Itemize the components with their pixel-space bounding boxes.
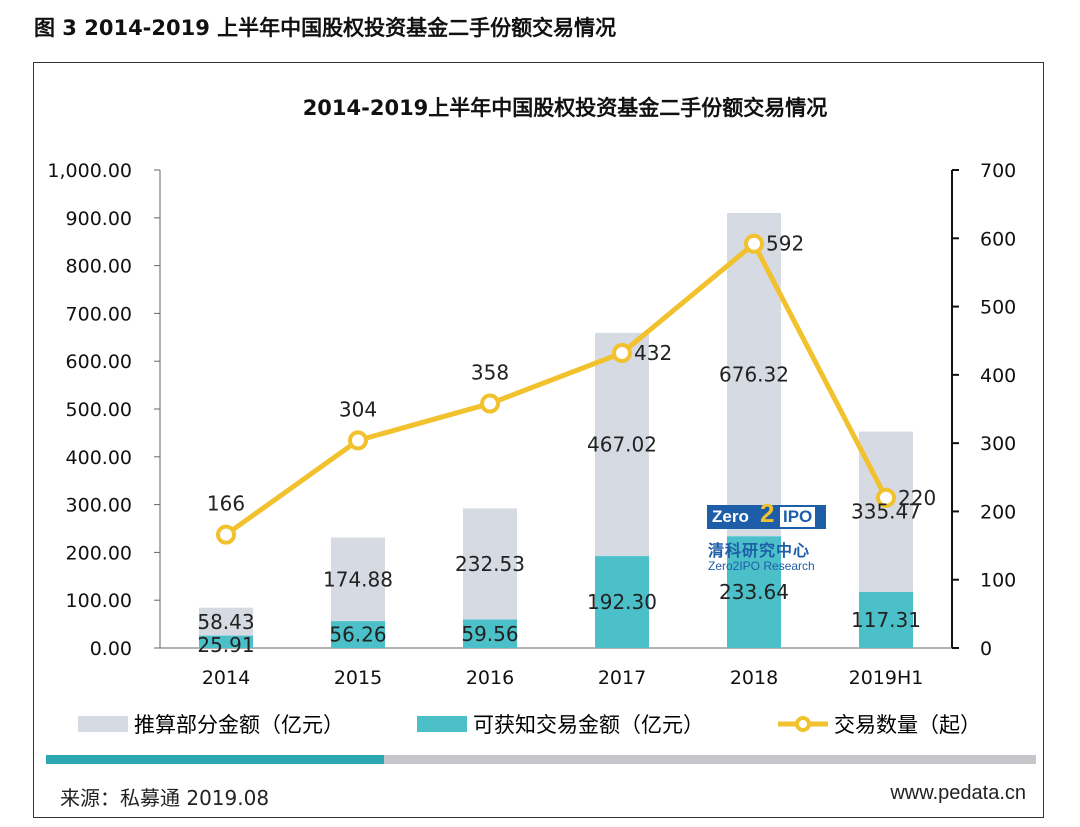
label-estimated: 676.32 [719,363,789,387]
x-tick-label: 2017 [598,667,646,689]
y-left-tick-label: 700.00 [66,303,132,325]
label-estimated: 335.47 [851,500,921,524]
zero2ipo-logo: Zero 2 IPO 清科研究中心 Zero2IPO Research [707,498,827,575]
bar-known [463,619,517,648]
y-right-tick-label: 100 [980,570,1016,592]
bar-estimated [199,607,253,636]
bar-estimated [331,537,385,622]
y-left-tick-label: 0.00 [90,638,132,660]
y-left-tick-label: 500.00 [66,399,132,421]
logo-badge-right: IPO [780,507,816,527]
bars [199,213,913,648]
logo-badge-mid: 2 [760,498,775,528]
legend-item-count: 交易数量（起） [778,709,981,739]
axes: 0.00 100.00 200.00 300.00 400.00 500.00 600.00… [47,160,1016,689]
legend-label-estimated: 推算部分金额（亿元） [134,713,344,737]
bar-known [595,556,649,648]
y-left-tick-label: 1,000.00 [47,160,132,182]
label-count: 166 [207,492,245,516]
legend-swatch-estimated [78,716,128,732]
source-note: 来源：私募通 2019.08 [60,786,270,810]
bar-estimated [463,508,517,620]
label-known: 233.64 [719,580,789,604]
bar-known [859,591,913,648]
legend-item-estimated: 推算部分金额（亿元） [78,709,344,739]
y-left-tick-label: 200.00 [66,542,132,564]
logo-badge: Zero 2 IPO [707,498,826,529]
x-tick-label: 2019H1 [849,667,924,689]
logo-name-en: Zero2IPO Research [708,559,815,573]
label-known: 192.30 [587,590,657,614]
count-line-path [224,241,889,537]
count-point [348,430,368,451]
y-right-tick-label: 700 [980,160,1016,182]
count-point [876,487,896,508]
bar-known [199,635,253,648]
legend-swatch-known [417,716,467,732]
legend-item-known: 可获知交易金额（亿元） [417,709,704,739]
y-left-tick-label: 400.00 [66,447,132,469]
legend-swatch-count [778,716,828,732]
count-point [744,233,764,254]
bar-estimated [595,332,649,557]
bar-estimated [727,213,781,537]
chart-frame [33,62,1044,818]
y-right-tick-label: 500 [980,297,1016,319]
count-line [216,233,896,545]
label-known: 25.91 [197,633,254,657]
x-tick-label: 2014 [202,667,250,689]
y-left-tick-label: 300.00 [66,495,132,517]
y-left-tick-label: 900.00 [66,208,132,230]
count-point [216,524,236,545]
label-known: 117.31 [851,608,921,632]
label-known: 59.56 [461,622,518,646]
y-right-tick-label: 300 [980,433,1016,455]
legend-label-count: 交易数量（起） [834,713,981,737]
legend-label-known: 可获知交易金额（亿元） [473,713,704,737]
footer-band-accent [46,755,384,764]
y-right-tick-label: 600 [980,228,1016,250]
x-tick-label: 2015 [334,667,382,689]
label-estimated: 467.02 [587,432,657,456]
label-count: 220 [898,486,936,510]
y-right-tick-label: 200 [980,501,1016,523]
label-count: 592 [766,232,804,256]
bar-known [331,621,385,648]
label-count: 432 [634,341,672,365]
y-right-tick-label: 0 [980,638,992,660]
y-left-tick-label: 600.00 [66,351,132,373]
y-right-tick-label: 400 [980,365,1016,387]
label-count: 304 [339,397,377,421]
label-estimated: 174.88 [323,567,393,591]
footer-band-gray [384,755,1036,764]
bar-known [727,536,781,648]
label-known: 56.26 [329,623,386,647]
y-left-tick-label: 800.00 [66,256,132,278]
label-estimated: 232.53 [455,552,525,576]
label-count: 358 [471,361,509,385]
logo-name-cn: 清科研究中心 [708,541,811,560]
count-point [612,343,632,364]
label-estimated: 58.43 [197,610,254,634]
x-tick-label: 2018 [730,667,778,689]
count-point [480,393,500,414]
figure-caption: 图 3 2014-2019 上半年中国股权投资基金二手份额交易情况 [34,16,617,40]
chart-title: 2014-2019上半年中国股权投资基金二手份额交易情况 [303,96,828,120]
logo-badge-left: Zero [712,507,749,526]
website-link[interactable]: www.pedata.cn [890,782,1026,804]
x-tick-label: 2016 [466,667,514,689]
y-left-tick-label: 100.00 [66,590,132,612]
